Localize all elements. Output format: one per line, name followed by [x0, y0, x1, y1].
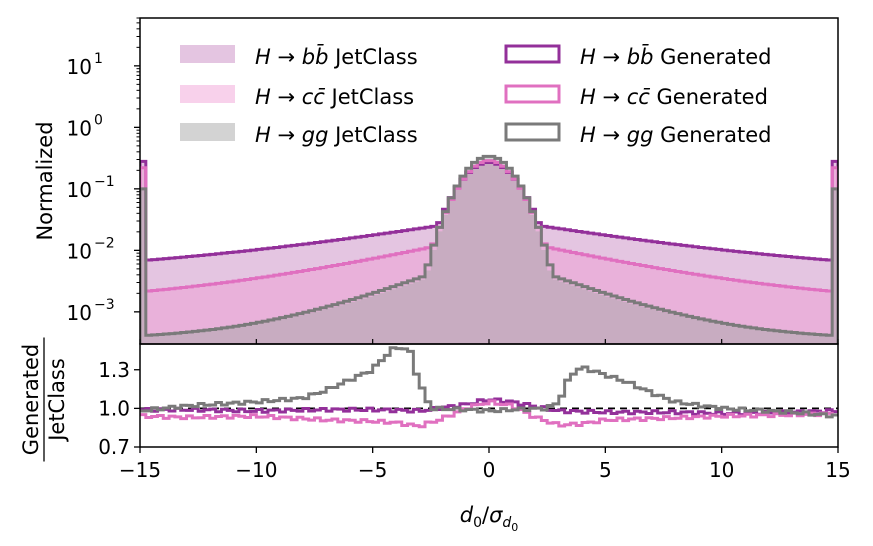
y-tick-exp-main-0: −3 [94, 297, 115, 313]
legend-swatch-3 [504, 44, 561, 64]
x-tick-label-6: 15 [825, 458, 850, 482]
legend-entry-2: H → gg JetClass [180, 123, 418, 147]
y-tick-exp-main-1: −2 [94, 235, 115, 251]
x-tick-label-0: −15 [119, 458, 161, 482]
y-tick-exp-main-2: −1 [94, 174, 115, 190]
y-axis-label-ratio-numerator: Generated [19, 344, 43, 455]
x-tick-label-5: 10 [709, 458, 734, 482]
legend-swatch-0 [180, 45, 235, 63]
hist-fill-2 [140, 157, 838, 344]
legend-label-5: H → gg Generated [580, 123, 772, 147]
legend-label-2: H → gg JetClass [255, 123, 418, 147]
hist-step-0 [140, 159, 838, 344]
y-tick-label-ratio-2: 1.3 [98, 358, 130, 382]
y-tick-label-ratio-1: 1.0 [98, 396, 130, 420]
ratio-panel: 0.7 1.0 1.3 −15 −10 −5 0 5 10 15 [98, 343, 851, 482]
x-tick-label-4: 5 [599, 458, 612, 482]
y-tick-exp-main-3: 0 [94, 112, 103, 128]
y-axis-label-ratio-denominator: JetClass [45, 358, 69, 443]
legend-entry-4: H → cc̄ Generated [504, 84, 768, 109]
y-tick-label-main-4: 10 [67, 55, 92, 79]
y-tick-exp-main-4: 1 [94, 51, 103, 67]
x-axis-label: d0/σd0 [460, 503, 519, 534]
y-axis-label-main: Normalized [33, 121, 57, 240]
legend-entry-1: H → cc̄ JetClass [180, 85, 414, 109]
legend-label-1: H → cc̄ JetClass [255, 85, 414, 109]
legend-swatch-2 [180, 123, 235, 141]
x-tick-label-1: −10 [235, 458, 277, 482]
legend-swatch-5 [504, 122, 561, 142]
legend-label-3: H → bb̄ Generated [580, 44, 772, 69]
y-tick-label-main-1: 10 [67, 239, 92, 263]
hist-step-1 [140, 159, 838, 344]
y-tick-label-ratio-0: 0.7 [98, 435, 130, 459]
legend: H → bb̄ JetClass H → cc̄ JetClass H → gg J… [180, 44, 772, 147]
axis-labels: Normalized Generated JetClass d0/σd0 [19, 121, 518, 534]
legend-entry-0: H → bb̄ JetClass [180, 44, 418, 69]
legend-swatch-4 [504, 84, 561, 104]
legend-entry-3: H → bb̄ Generated [504, 44, 772, 69]
ratio-line-1 [140, 399, 838, 429]
y-tick-label-main-2: 10 [67, 178, 92, 202]
x-tick-label-3: 0 [483, 458, 496, 482]
ratio-plot-area [140, 346, 838, 429]
y-tick-label-main-0: 10 [67, 301, 92, 325]
legend-swatch-1 [180, 85, 235, 103]
legend-label-4: H → cc̄ Generated [580, 85, 768, 109]
hist-step-2 [140, 154, 838, 344]
ratio-line-2 [140, 346, 838, 419]
legend-entry-5: H → gg Generated [504, 122, 772, 147]
legend-label-0: H → bb̄ JetClass [255, 44, 418, 69]
x-tick-label-2: −5 [358, 458, 387, 482]
y-tick-label-main-3: 10 [67, 116, 92, 140]
main-plot-area [140, 154, 838, 344]
